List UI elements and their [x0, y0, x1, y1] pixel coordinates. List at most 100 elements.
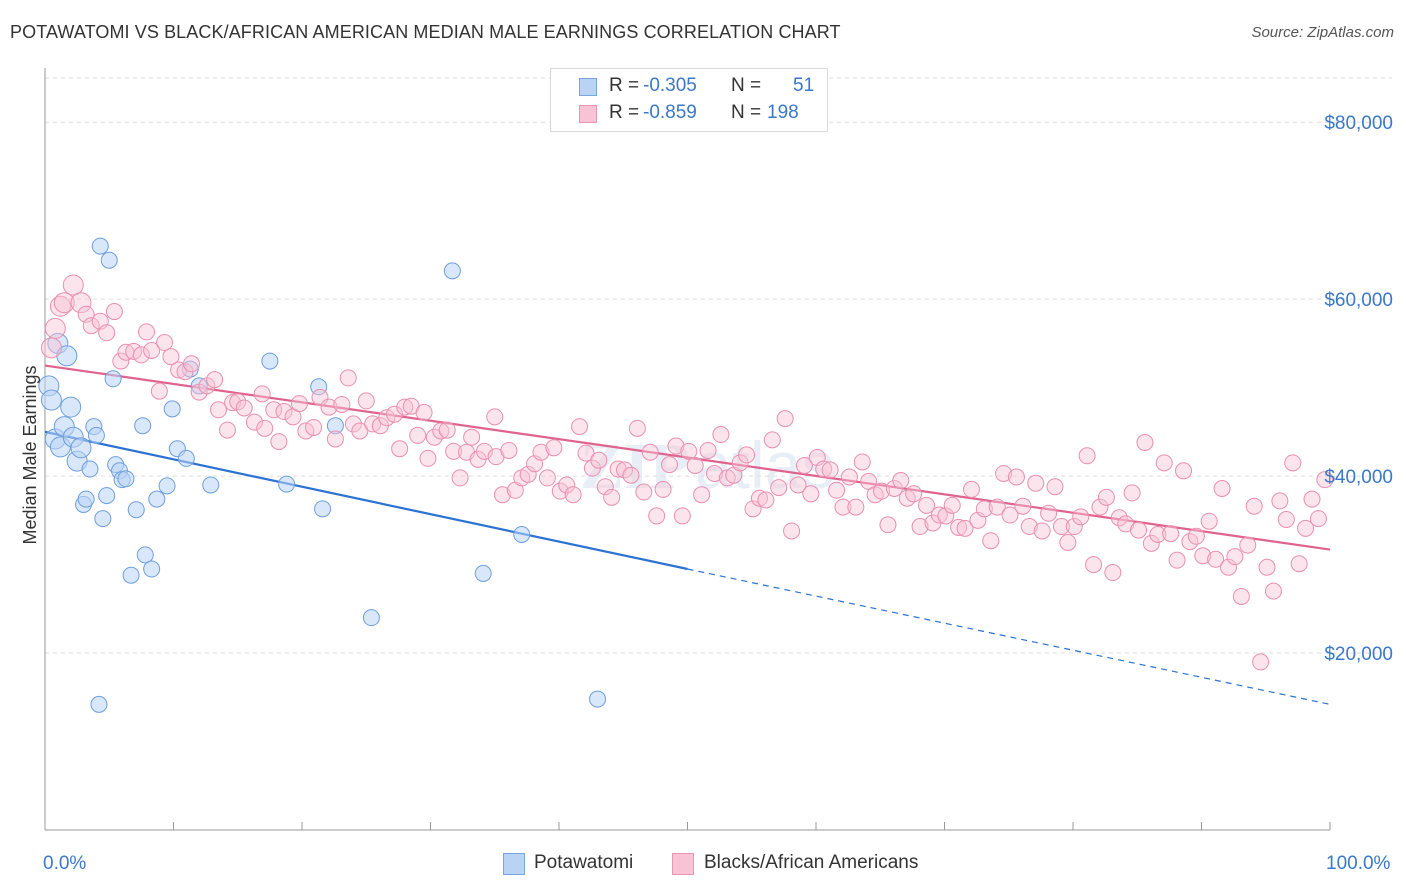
blacks-point	[1155, 454, 1173, 472]
blacks-point	[975, 500, 993, 518]
potawatomi-point	[127, 501, 145, 519]
potawatomi-point	[163, 400, 181, 418]
blacks-point	[1175, 462, 1193, 480]
legend-label-blacks: Blacks/African Americans	[704, 852, 919, 873]
potawatomi-point	[117, 470, 135, 488]
blacks-point	[821, 461, 839, 479]
blacks-point	[680, 442, 698, 460]
blacks-point	[641, 443, 659, 461]
blacks-point	[209, 401, 227, 419]
potawatomi-point	[134, 417, 152, 435]
potawatomi-point	[94, 510, 112, 528]
y-tick-label: $60,000	[1324, 290, 1393, 311]
blacks-point	[1072, 508, 1090, 526]
blacks-point	[1207, 550, 1225, 568]
blacks-point	[828, 481, 846, 499]
blacks-point	[1014, 497, 1032, 515]
blacks-point	[150, 382, 168, 400]
blacks-point	[326, 430, 344, 448]
blacks-point	[1213, 480, 1231, 498]
legend-r-value: -0.305	[643, 75, 697, 96]
blacks-point	[1020, 518, 1038, 536]
potawatomi-point	[474, 564, 492, 582]
potawatomi-point	[81, 460, 99, 478]
blacks-point	[905, 485, 923, 503]
blacks-point	[840, 468, 858, 486]
blacks-point	[415, 403, 433, 421]
blacks-point	[1162, 525, 1180, 543]
blacks-point	[143, 341, 161, 359]
blacks-point	[386, 405, 404, 423]
blacks-point	[1258, 558, 1276, 576]
potawatomi-point	[202, 476, 220, 494]
blacks-point	[667, 437, 685, 455]
blacks-point	[802, 485, 820, 503]
legend-r-label: R =	[609, 102, 640, 123]
blacks-point	[1168, 551, 1186, 569]
potawatomi-point	[40, 389, 62, 411]
blacks-point	[930, 506, 948, 524]
blacks-point	[654, 480, 672, 498]
legend-n-value: 51	[793, 75, 815, 96]
legend-n-label: N =	[731, 102, 762, 123]
potawatomi-point	[314, 500, 332, 518]
blacks-point	[1219, 558, 1237, 576]
legend-swatch-pink	[579, 105, 597, 123]
blacks-point	[270, 433, 288, 451]
y-tick-label: $40,000	[1324, 467, 1393, 488]
blacks-point	[956, 519, 974, 537]
legend-r-value: -0.859	[643, 102, 697, 123]
blacks-point	[1277, 510, 1295, 528]
blacks-point	[1046, 478, 1064, 496]
blacks-point	[253, 385, 271, 403]
blacks-point	[1303, 490, 1321, 508]
blacks-point	[339, 369, 357, 387]
potawatomi-point	[261, 352, 279, 370]
potawatomi-trend-extension	[687, 568, 1331, 705]
blacks-point	[1091, 498, 1109, 516]
blacks-point	[235, 399, 253, 417]
blacks-point	[538, 469, 556, 487]
blacks-point	[795, 457, 813, 475]
blacks-point	[571, 418, 589, 436]
blacks-point	[1252, 653, 1270, 671]
blacks-point	[532, 443, 550, 461]
blacks-point	[1078, 447, 1096, 465]
legend-swatch-blacks	[672, 853, 694, 875]
potawatomi-point	[158, 477, 176, 495]
blacks-point	[333, 395, 351, 413]
blacks-point	[815, 460, 833, 478]
y-axis-label: Median Male Earnings	[20, 365, 40, 544]
blacks-point	[1104, 564, 1122, 582]
blacks-point	[705, 464, 723, 482]
blacks-point	[409, 426, 427, 444]
blacks-point	[1142, 534, 1160, 552]
potawatomi-point	[104, 370, 122, 388]
blacks-point	[873, 482, 891, 500]
blacks-point	[162, 348, 180, 366]
blacks-point	[519, 465, 537, 483]
blacks-point	[1271, 492, 1289, 510]
blacks-point	[132, 346, 150, 364]
blacks-point	[738, 446, 756, 464]
blacks-point	[256, 419, 274, 437]
blacks-point	[1290, 555, 1308, 573]
blacks-point	[1297, 519, 1315, 537]
blacks-point	[988, 498, 1006, 516]
blacks-point	[445, 442, 463, 460]
blacks-point	[757, 491, 775, 509]
blacks-point	[622, 466, 640, 484]
blacks-point	[206, 371, 224, 389]
potawatomi-point	[143, 560, 161, 578]
potawatomi-point	[513, 526, 531, 544]
blacks-point	[1027, 474, 1045, 492]
blacks-point	[357, 392, 375, 410]
blacks-point	[40, 337, 62, 359]
y-tick-label: $20,000	[1324, 644, 1393, 665]
blacks-point	[911, 518, 929, 536]
blacks-point	[750, 489, 768, 507]
legend-label-potawatomi: Potawatomi	[534, 852, 634, 873]
blacks-point	[98, 324, 116, 342]
blacks-point	[699, 441, 717, 459]
blacks-point	[53, 292, 75, 314]
